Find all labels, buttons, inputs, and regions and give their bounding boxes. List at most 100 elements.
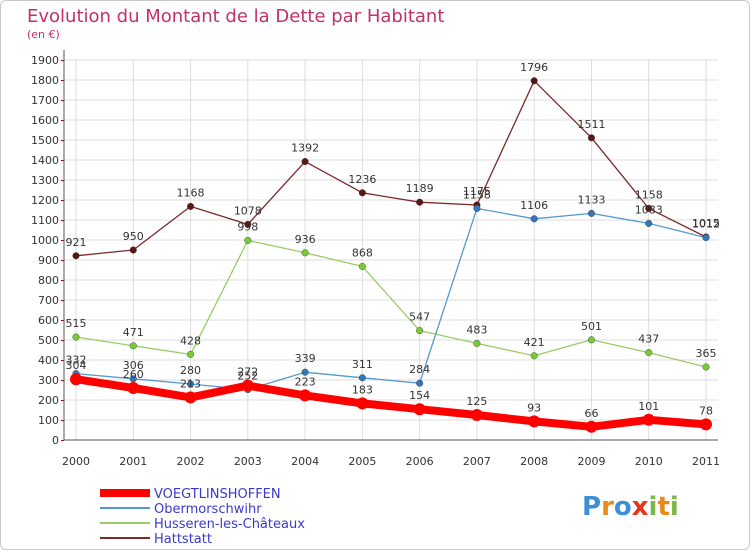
data-point bbox=[129, 246, 137, 254]
data-point bbox=[530, 352, 538, 360]
data-point bbox=[587, 134, 595, 142]
data-point bbox=[72, 333, 80, 341]
x-tick-label: 2007 bbox=[463, 455, 491, 468]
y-tick-label: 900 bbox=[38, 254, 59, 267]
y-tick-label: 1300 bbox=[31, 174, 59, 187]
brand-letter: x bbox=[632, 492, 649, 522]
data-point bbox=[473, 204, 481, 212]
x-tick-label: 2000 bbox=[62, 455, 90, 468]
data-point bbox=[645, 219, 653, 227]
data-point bbox=[700, 418, 712, 431]
data-label: 272 bbox=[237, 366, 258, 379]
series-obermorschwihr: 332 306 280 252 339 311 284 1158 1106 1133 1083 101… bbox=[66, 188, 720, 394]
x-tick-label: 2008 bbox=[520, 455, 548, 468]
brand-letter: P bbox=[582, 492, 601, 522]
data-label: 936 bbox=[295, 233, 316, 246]
data-point bbox=[587, 336, 595, 344]
data-label: 921 bbox=[66, 236, 87, 249]
data-point bbox=[127, 382, 140, 394]
data-point bbox=[358, 262, 366, 270]
data-point bbox=[184, 391, 197, 404]
brand-letter: i bbox=[670, 492, 679, 522]
legend: VOEGTLINSHOFFENObermorschwihrHusseren-le… bbox=[100, 487, 305, 547]
data-point bbox=[241, 379, 254, 392]
legend-item: Obermorschwihr bbox=[154, 502, 262, 517]
data-point bbox=[530, 77, 538, 85]
data-point bbox=[645, 204, 653, 212]
data-label: 339 bbox=[295, 352, 316, 365]
series-voegtlinshoffen: 304 260 213 272 223 183 154 125 93 66 101 78 bbox=[66, 359, 713, 433]
data-point bbox=[416, 198, 424, 206]
y-tick-label: 0 bbox=[52, 434, 59, 447]
data-label: 93 bbox=[527, 401, 541, 414]
y-axis: 0 100 200 300 400 500 600 700 800 900 1000 1100 1200… bbox=[31, 50, 65, 447]
data-label: 950 bbox=[123, 230, 144, 243]
data-label: 547 bbox=[409, 311, 430, 324]
data-point bbox=[702, 363, 710, 371]
data-label: 1015 bbox=[692, 217, 720, 230]
y-tick-label: 1500 bbox=[31, 134, 59, 147]
data-point bbox=[416, 379, 424, 387]
data-point bbox=[70, 373, 82, 386]
data-label: 471 bbox=[123, 326, 144, 339]
data-label: 1175 bbox=[463, 185, 491, 198]
x-tick-label: 2009 bbox=[577, 455, 605, 468]
data-point bbox=[470, 409, 483, 421]
data-point bbox=[585, 420, 598, 433]
data-point bbox=[187, 350, 195, 358]
data-point bbox=[473, 339, 481, 347]
data-label: 1133 bbox=[577, 193, 605, 206]
y-tick-label: 800 bbox=[38, 274, 59, 287]
y-tick-label: 600 bbox=[38, 314, 59, 327]
data-label: 1796 bbox=[520, 61, 548, 74]
series-line-obermorschwihr bbox=[75, 207, 707, 391]
data-point bbox=[301, 249, 309, 257]
data-point bbox=[642, 413, 655, 426]
data-label: 501 bbox=[581, 320, 602, 333]
data-label: 125 bbox=[466, 395, 487, 408]
chart-title: Evolution du Montant de la Dette par Hab… bbox=[27, 6, 444, 27]
series-husseren-les-ch-teaux: 515 471 428 998 936 868 547 483 421 501 437 365 bbox=[66, 220, 717, 371]
x-tick-label: 2003 bbox=[234, 455, 262, 468]
data-label: 311 bbox=[352, 358, 373, 371]
data-point bbox=[244, 236, 252, 244]
y-tick-label: 1000 bbox=[31, 234, 59, 247]
data-label: 365 bbox=[696, 347, 717, 360]
data-label: 1106 bbox=[520, 199, 548, 212]
y-tick-label: 1600 bbox=[31, 114, 59, 127]
data-point bbox=[72, 252, 80, 260]
y-tick-label: 1100 bbox=[31, 214, 59, 227]
data-label: 1511 bbox=[577, 118, 605, 131]
data-point bbox=[416, 327, 424, 335]
data-label: 483 bbox=[466, 323, 487, 336]
brand-letter: r bbox=[601, 492, 614, 522]
data-label: 1236 bbox=[348, 173, 376, 186]
y-tick-label: 1800 bbox=[31, 74, 59, 87]
data-label: 437 bbox=[638, 333, 659, 346]
data-label: 213 bbox=[180, 377, 201, 390]
y-tick-label: 300 bbox=[38, 374, 59, 387]
x-tick-label: 2004 bbox=[291, 455, 319, 468]
data-label: 223 bbox=[295, 375, 316, 388]
data-point bbox=[413, 403, 426, 416]
data-point bbox=[645, 349, 653, 357]
series-hattstatt: 921 950 1168 1078 1392 1236 1189 1175 1796 1511 11… bbox=[66, 61, 720, 260]
series-layer: 921 950 1168 1078 1392 1236 1189 1175 1796 1511 11… bbox=[66, 61, 720, 433]
y-tick-label: 1400 bbox=[31, 154, 59, 167]
data-label: 66 bbox=[584, 407, 598, 420]
brand-letter: i bbox=[649, 492, 658, 522]
x-tick-label: 2002 bbox=[177, 455, 205, 468]
legend-item: VOEGTLINSHOFFEN bbox=[154, 487, 281, 502]
data-point bbox=[299, 389, 312, 402]
data-label: 1083 bbox=[635, 203, 663, 216]
series-line-husseren-les-ch-teaux bbox=[75, 239, 707, 368]
data-label: 306 bbox=[123, 359, 144, 372]
data-label: 1168 bbox=[177, 186, 205, 199]
data-label: 1078 bbox=[234, 204, 262, 217]
data-label: 998 bbox=[237, 220, 258, 233]
y-tick-label: 1900 bbox=[31, 54, 59, 67]
data-label: 101 bbox=[638, 400, 659, 413]
data-label: 515 bbox=[66, 317, 87, 330]
